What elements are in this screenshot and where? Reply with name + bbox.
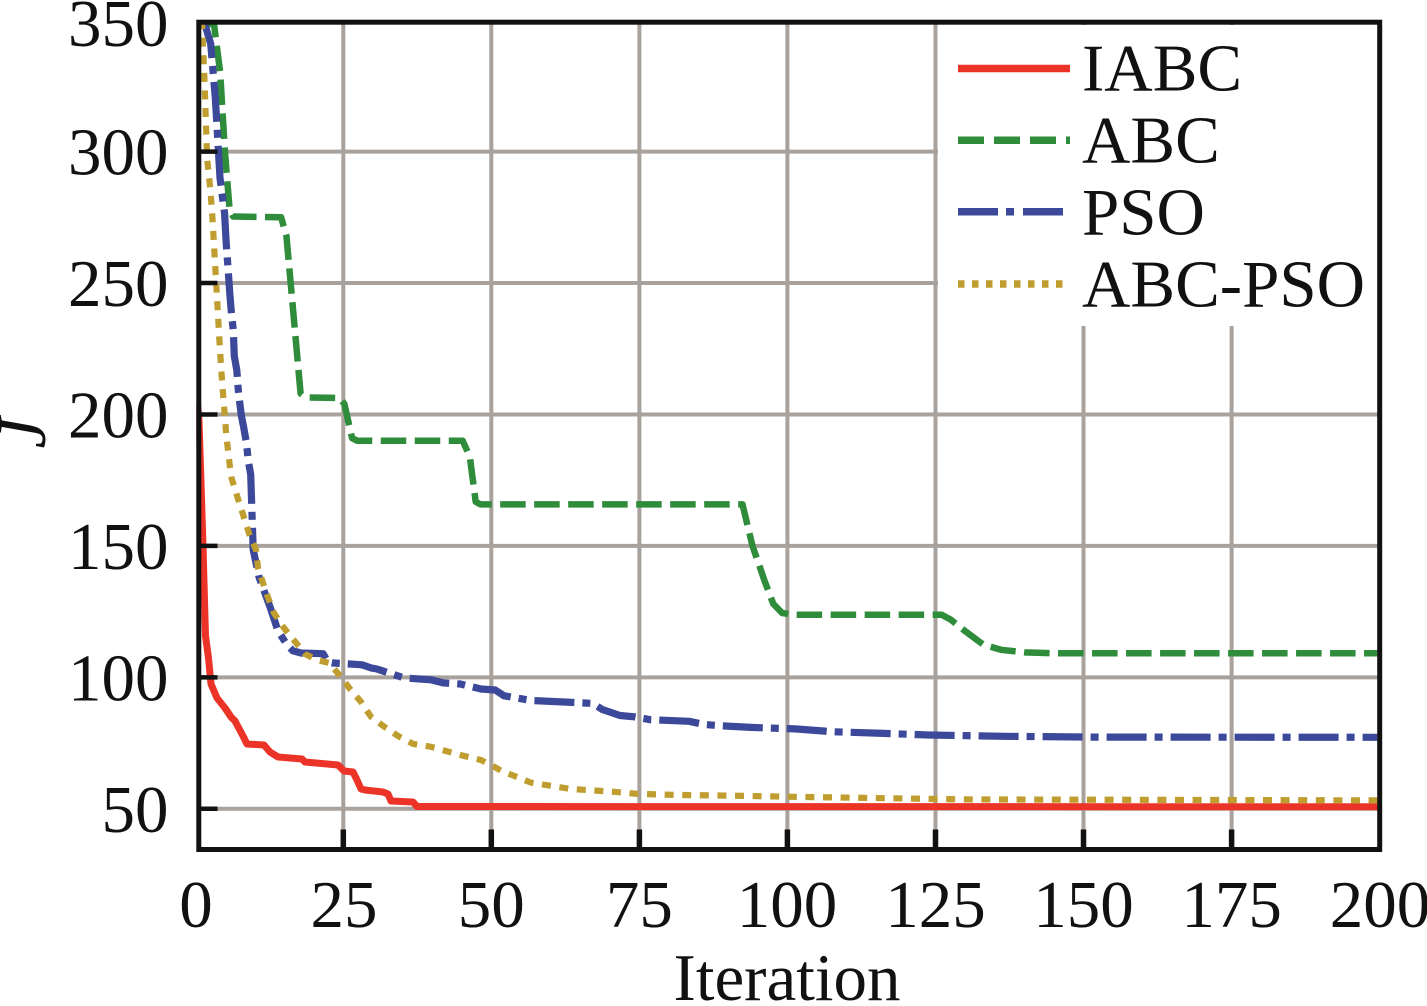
svg-text:200: 200 xyxy=(1330,868,1427,942)
svg-text:25: 25 xyxy=(311,868,378,942)
svg-text:175: 175 xyxy=(1181,868,1282,942)
svg-text:50: 50 xyxy=(102,773,169,847)
svg-text:300: 300 xyxy=(68,116,169,190)
svg-text:PSO: PSO xyxy=(1082,176,1205,250)
svg-text:150: 150 xyxy=(68,510,169,584)
svg-text:100: 100 xyxy=(68,641,169,715)
svg-text:Iteration: Iteration xyxy=(674,941,901,1006)
svg-text:ABC-PSO: ABC-PSO xyxy=(1082,248,1365,322)
svg-text:50: 50 xyxy=(458,868,525,942)
svg-text:100: 100 xyxy=(737,868,838,942)
svg-text:150: 150 xyxy=(1033,868,1134,942)
svg-text:0: 0 xyxy=(179,868,213,942)
svg-text:250: 250 xyxy=(68,247,169,321)
svg-text:ABC: ABC xyxy=(1082,104,1220,178)
svg-text:200: 200 xyxy=(68,379,169,453)
svg-text:350: 350 xyxy=(68,0,169,61)
svg-text:IABC: IABC xyxy=(1082,32,1242,106)
svg-text:J: J xyxy=(0,415,61,449)
svg-text:125: 125 xyxy=(885,868,986,942)
svg-text:75: 75 xyxy=(606,868,673,942)
